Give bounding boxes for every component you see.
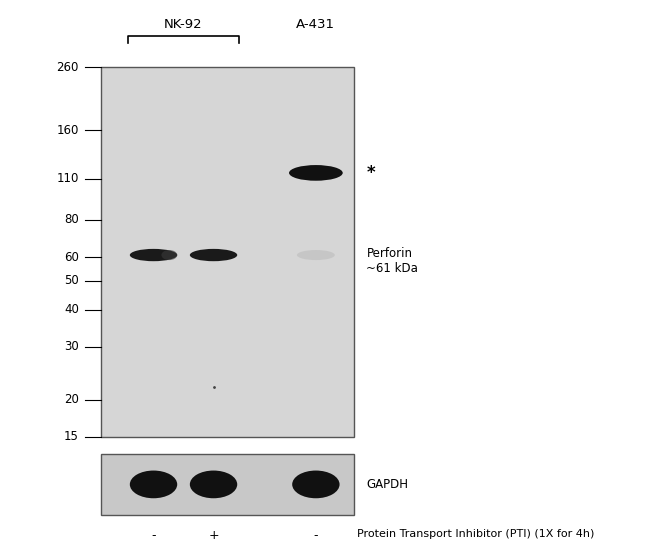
Text: 110: 110 bbox=[57, 172, 79, 185]
Ellipse shape bbox=[292, 470, 339, 498]
Ellipse shape bbox=[161, 250, 177, 260]
Text: Perforin
~61 kDa: Perforin ~61 kDa bbox=[367, 246, 419, 274]
Text: 40: 40 bbox=[64, 303, 79, 316]
Text: 20: 20 bbox=[64, 393, 79, 406]
Text: 15: 15 bbox=[64, 430, 79, 444]
Text: 50: 50 bbox=[64, 274, 79, 287]
Text: 260: 260 bbox=[57, 60, 79, 74]
Text: *: * bbox=[367, 164, 375, 182]
Ellipse shape bbox=[130, 249, 177, 261]
Text: 160: 160 bbox=[57, 124, 79, 137]
Ellipse shape bbox=[190, 249, 237, 261]
Text: 30: 30 bbox=[64, 340, 79, 353]
Text: +: + bbox=[208, 529, 219, 542]
Ellipse shape bbox=[289, 165, 343, 181]
Ellipse shape bbox=[297, 250, 335, 260]
Text: NK-92: NK-92 bbox=[164, 18, 203, 31]
Text: -: - bbox=[151, 529, 156, 542]
Text: A-431: A-431 bbox=[296, 18, 335, 31]
Text: Protein Transport Inhibitor (PTI) (1X for 4h): Protein Transport Inhibitor (PTI) (1X fo… bbox=[357, 529, 594, 539]
Text: GAPDH: GAPDH bbox=[367, 478, 408, 491]
Text: -: - bbox=[314, 529, 318, 542]
Ellipse shape bbox=[190, 470, 237, 498]
Ellipse shape bbox=[130, 470, 177, 498]
Bar bbox=[101, 67, 354, 437]
Text: 80: 80 bbox=[64, 213, 79, 226]
Bar bbox=[101, 454, 354, 515]
Text: 60: 60 bbox=[64, 251, 79, 264]
